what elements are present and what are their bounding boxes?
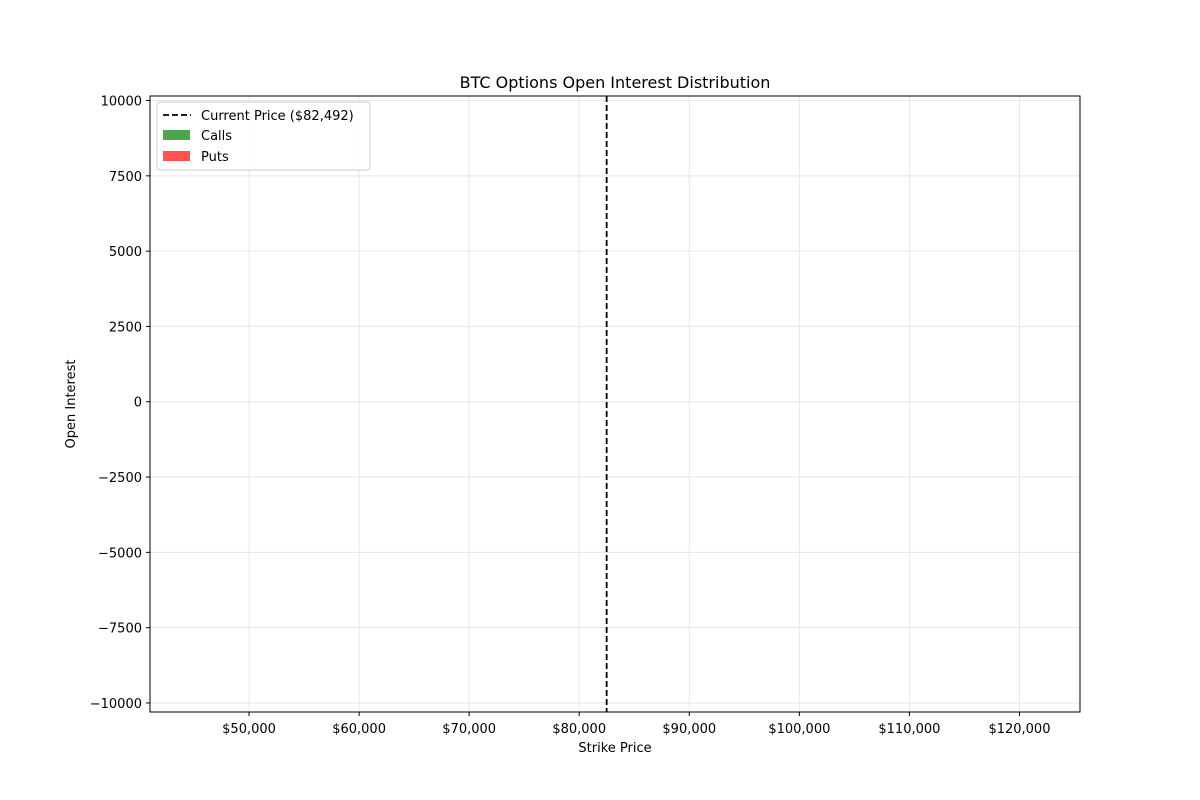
legend-puts-label: Puts: [201, 150, 229, 165]
y-tick-label: −2500: [98, 471, 142, 486]
legend-puts-swatch: [163, 151, 190, 161]
plot-frame: [149, 95, 1081, 713]
chart-title: BTC Options Open Interest Distribution: [460, 73, 771, 92]
x-axis-label: Strike Price: [578, 741, 651, 756]
legend-calls-swatch: [163, 130, 190, 140]
y-tick-label: −7500: [98, 622, 142, 637]
y-tick-label: 0: [134, 396, 142, 411]
x-tick-label: $80,000: [552, 722, 606, 737]
x-tick-label: $100,000: [768, 722, 830, 737]
y-tick-label: 7500: [109, 170, 142, 185]
y-tick-label: −5000: [98, 546, 142, 561]
y-tick-label: −10000: [90, 697, 142, 712]
y-tick-label: 5000: [109, 245, 142, 260]
x-tick-label: $60,000: [332, 722, 386, 737]
legend-box: [156, 101, 371, 171]
legend-current-price-label: Current Price ($82,492): [201, 109, 354, 124]
legend-calls-label: Calls: [201, 129, 232, 144]
y-tick-label: 2500: [109, 320, 142, 335]
y-axis-label: Open Interest: [64, 360, 79, 449]
grid: [150, 96, 1080, 712]
x-tick-label: $90,000: [662, 722, 716, 737]
x-tick-label: $50,000: [222, 722, 276, 737]
x-tick-label: $110,000: [878, 722, 940, 737]
x-tick-label: $120,000: [988, 722, 1050, 737]
legend: Current Price ($82,492) Calls Puts: [156, 101, 371, 171]
y-tick-label: 10000: [101, 95, 142, 110]
x-ticks: $50,000 $60,000 $70,000 $80,000 $90,000 $100,…: [222, 712, 1050, 737]
x-tick-label: $70,000: [442, 722, 496, 737]
y-ticks: 10000 7500 5000 2500 0 −2500 −5000 −7500 −10000: [90, 95, 150, 712]
